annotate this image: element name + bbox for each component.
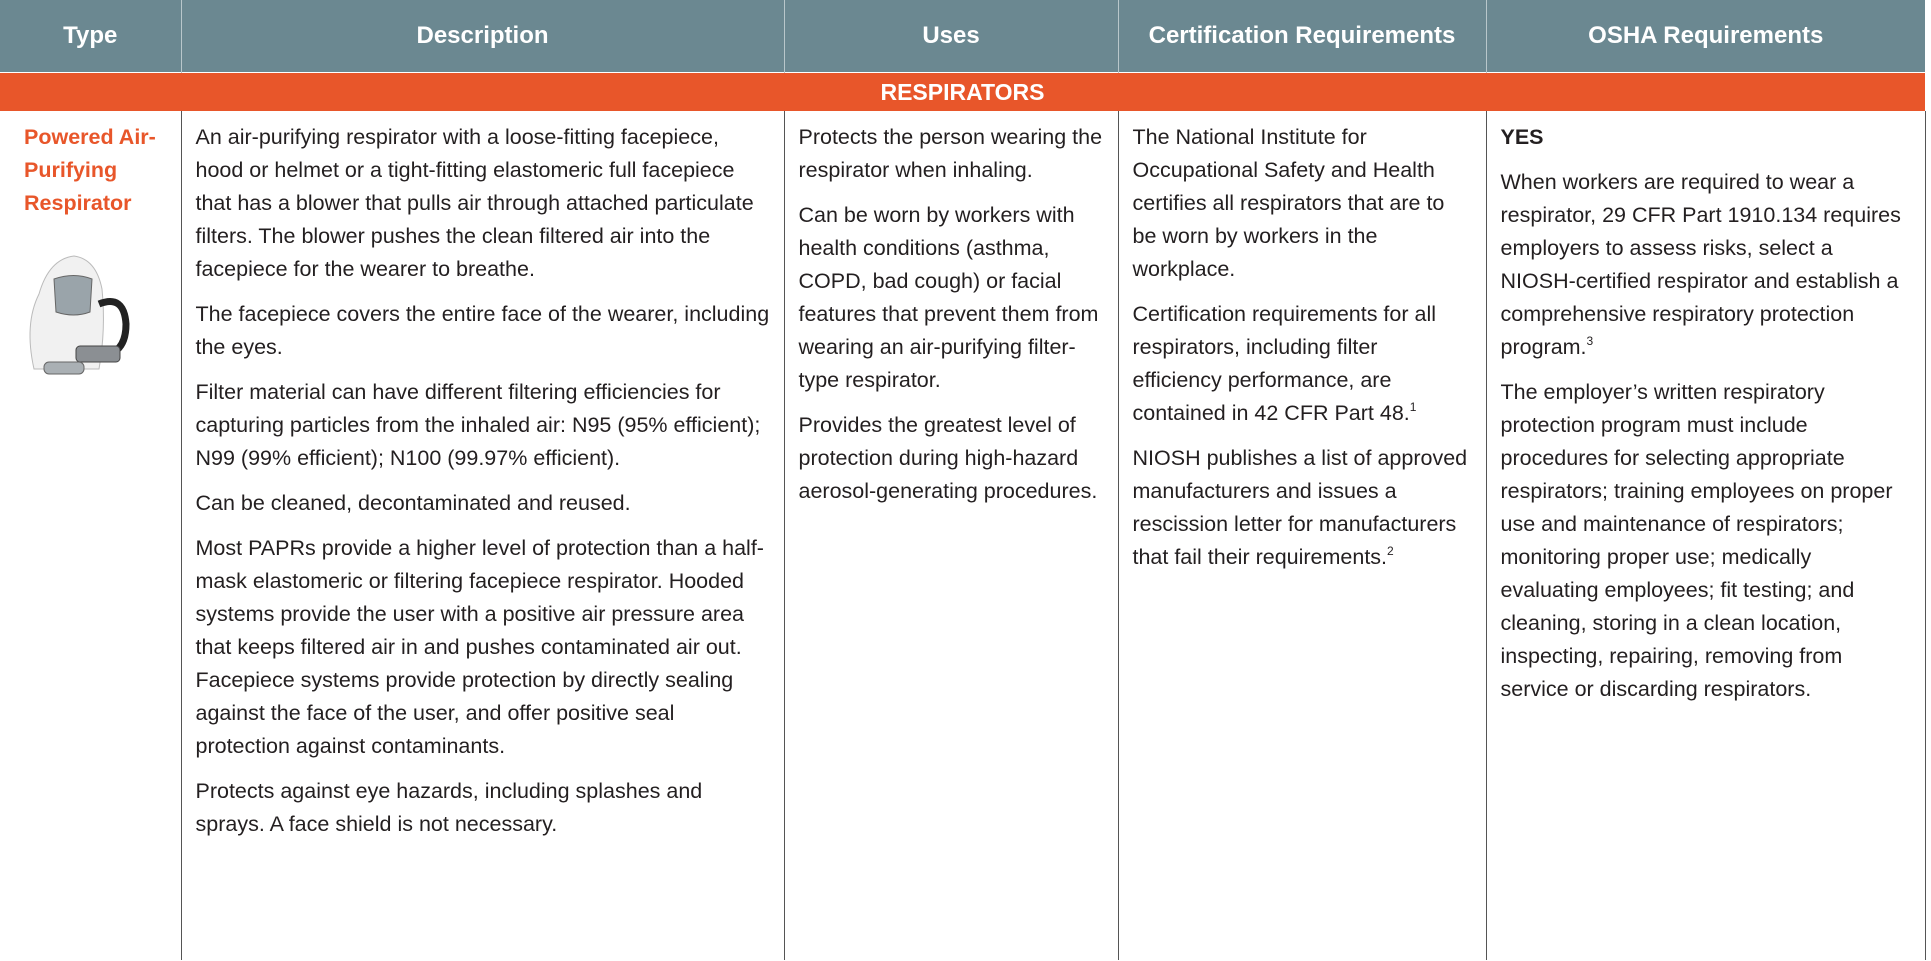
paragraph-text: Can be cleaned, decontaminated and reuse…: [195, 491, 631, 515]
paragraph-text: Provides the greatest level of protectio…: [798, 413, 1098, 503]
footnote-ref: 1: [1409, 400, 1417, 414]
paragraph-text: Certification requirements for all respi…: [1132, 302, 1437, 425]
osha-answer: YES: [1500, 125, 1544, 149]
footnote-ref: 2: [1387, 544, 1394, 558]
paragraph: Can be cleaned, decontaminated and reuse…: [196, 487, 770, 520]
section-header: RESPIRATORS: [0, 72, 1925, 111]
footnote-ref: 3: [1586, 334, 1594, 348]
osha-cell: YES When workers are required to wear a …: [1485, 111, 1926, 960]
paragraph: Protects against eye hazards, including …: [196, 775, 770, 841]
column-header: Description: [180, 0, 784, 73]
paragraph: Most PAPRs provide a higher level of pro…: [196, 532, 770, 763]
paragraph: When workers are required to wear a resp…: [1501, 166, 1911, 364]
type-cell: Powered Air-Purifying Respirator: [0, 111, 181, 960]
paragraph-text: The facepiece covers the entire face of …: [195, 302, 770, 359]
paragraph-text: When workers are required to wear a resp…: [1500, 170, 1901, 359]
paragraph: The facepiece covers the entire face of …: [196, 298, 770, 364]
paragraph: Filter material can have different filte…: [196, 376, 770, 475]
paragraph-text: NIOSH publishes a list of approved manuf…: [1132, 446, 1468, 569]
paragraph: The employer’s written respiratory prote…: [1501, 376, 1911, 706]
paragraph-text: Filter material can have different filte…: [195, 380, 761, 470]
paragraph-text: An air-purifying respirator with a loose…: [195, 125, 754, 281]
column-header: Type: [0, 0, 181, 73]
paragraph: Protects the person wearing the respirat…: [799, 121, 1104, 187]
column-header: Uses: [783, 0, 1118, 73]
paragraph-text: Protects against eye hazards, including …: [195, 779, 703, 836]
paragraph-text: Most PAPRs provide a higher level of pro…: [195, 536, 764, 758]
column-header: Certification Requirements: [1117, 0, 1486, 73]
header-row: Type Description Uses Certification Requ…: [0, 0, 1925, 73]
paragraph: Provides the greatest level of protectio…: [799, 409, 1104, 508]
row: Powered Air-Purifying Respirator An air-…: [0, 111, 1926, 960]
paragraph: The National Institute for Occupational …: [1133, 121, 1472, 286]
paragraph: An air-purifying respirator with a loose…: [196, 121, 770, 286]
paragraph: Can be worn by workers with health condi…: [799, 199, 1104, 397]
description-cell: An air-purifying respirator with a loose…: [180, 111, 784, 960]
respirator-image: [29, 255, 130, 375]
paragraph: Certification requirements for all respi…: [1133, 298, 1472, 430]
paragraph-text: Protects the person wearing the respirat…: [798, 125, 1103, 182]
paragraph: NIOSH publishes a list of approved manuf…: [1133, 442, 1472, 574]
paragraph-text: The employer’s written respiratory prote…: [1500, 380, 1893, 701]
paragraph-text: Can be worn by workers with health condi…: [798, 203, 1099, 392]
paragraph-text: The National Institute for Occupational …: [1132, 125, 1445, 281]
uses-cell: Protects the person wearing the respirat…: [783, 111, 1118, 960]
column-header: OSHA Requirements: [1485, 0, 1925, 73]
certification-cell: The National Institute for Occupational …: [1117, 111, 1486, 960]
type-label: Powered Air-Purifying Respirator: [24, 125, 156, 215]
